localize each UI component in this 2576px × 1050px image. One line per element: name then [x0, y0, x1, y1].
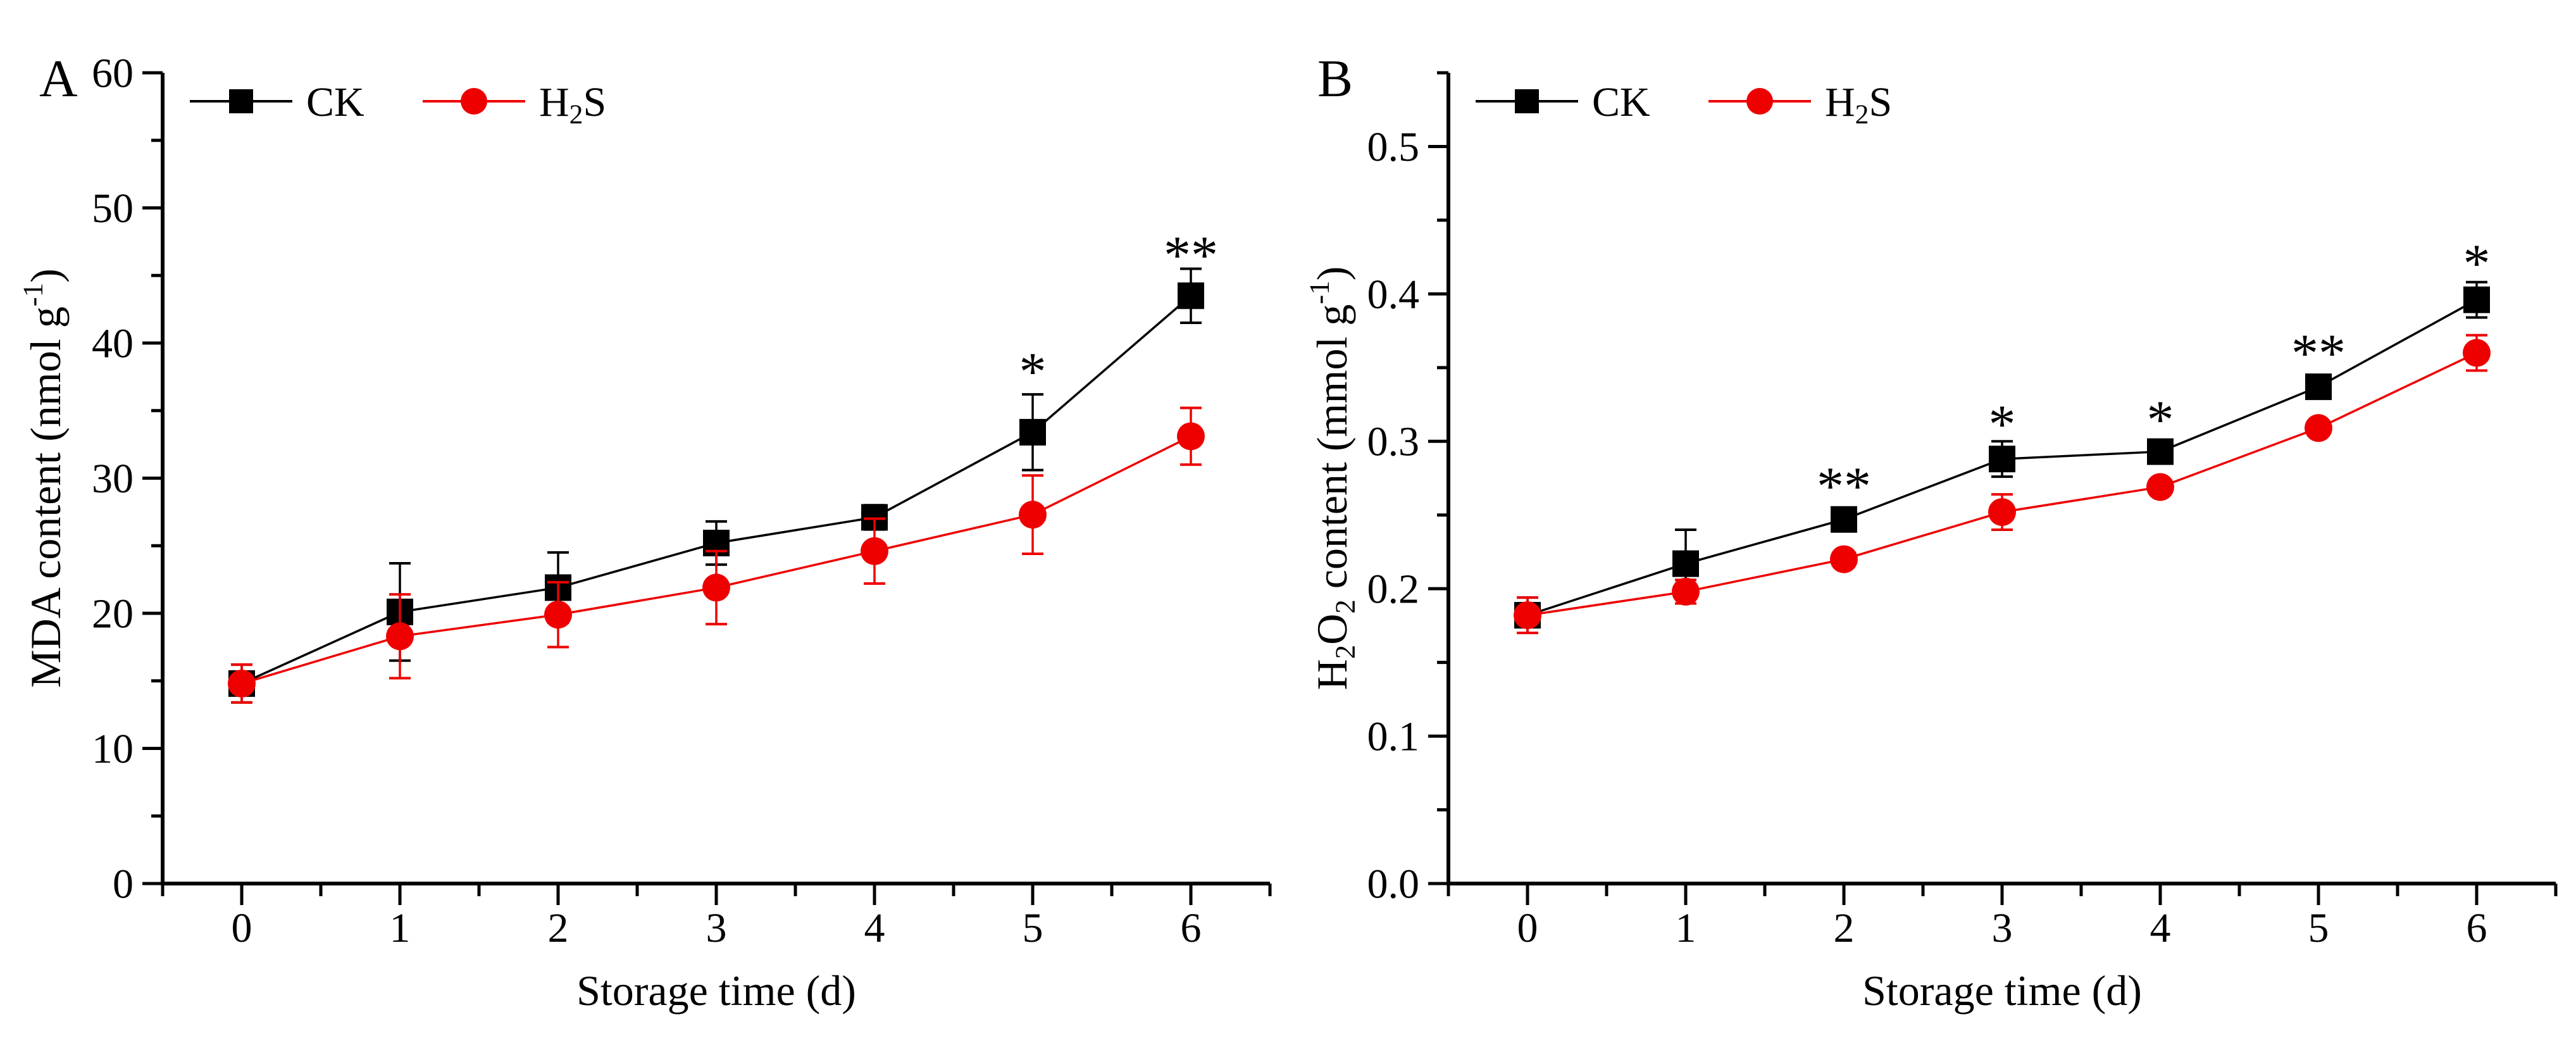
data-marker-circle	[544, 601, 572, 629]
x-tick-label: 3	[1992, 905, 2013, 951]
data-marker-circle	[1514, 601, 1541, 630]
legend-item-ck: CK	[190, 79, 364, 125]
legend-marker-square	[1515, 89, 1539, 113]
data-marker-square	[2305, 373, 2332, 401]
x-tick-label: 4	[2150, 905, 2171, 951]
data-marker-circle	[386, 622, 414, 651]
y-axis-ticks: 0 10 20 30 40 50 60	[92, 50, 163, 907]
y-tick-label: 50	[92, 185, 134, 232]
data-marker-circle	[1830, 545, 1858, 573]
legend-item-h2s: H2S	[1708, 79, 1892, 130]
data-marker-square	[2463, 286, 2490, 313]
x-axis-title: Storage time (d)	[576, 966, 856, 1015]
legend: CK H2S	[1476, 79, 1892, 130]
series-ck	[228, 267, 1204, 704]
y-tick-label: 0.4	[1367, 272, 1420, 318]
significance-asterisk: *	[1019, 341, 1047, 402]
significance-asterisk: *	[1989, 394, 2016, 454]
data-marker-square	[1672, 550, 1699, 577]
y-tick-label: 20	[92, 591, 134, 637]
legend-item-h2s: H2S	[423, 79, 606, 130]
data-marker-circle	[2146, 473, 2174, 501]
y-tick-label: 0.1	[1367, 714, 1420, 760]
data-marker-circle	[2463, 339, 2491, 367]
legend-marker-square	[229, 89, 253, 113]
x-axis-title: Storage time (d)	[1862, 966, 2142, 1015]
y-axis-title: H2O2 content (mmol g-1)	[1303, 266, 1360, 691]
data-marker-square	[1989, 446, 2015, 473]
significance-asterisk: *	[2463, 233, 2491, 294]
data-marker-circle	[702, 573, 730, 602]
y-tick-label: 0.5	[1367, 124, 1420, 170]
significance-asterisk: **	[1817, 456, 1871, 516]
axes-frame	[1447, 73, 2556, 885]
y-tick-label: 0	[113, 861, 134, 907]
y-axis-title: MDA content (nmol g-1)	[16, 268, 70, 688]
y-tick-label: 40	[92, 320, 134, 366]
y-tick-label: 0.0	[1367, 861, 1420, 907]
y-tick-label: 60	[92, 50, 134, 96]
y-tick-label: 10	[92, 726, 134, 772]
data-marker-square	[2147, 438, 2174, 465]
data-marker-circle	[228, 670, 256, 698]
data-marker-square	[1831, 506, 1857, 533]
panel-letter: A	[39, 49, 78, 108]
x-tick-label: 4	[864, 905, 885, 951]
legend-label: CK	[1592, 79, 1650, 125]
x-tick-label: 0	[232, 905, 252, 951]
x-tick-label: 0	[1517, 905, 1538, 951]
x-tick-label: 5	[1023, 905, 1043, 951]
data-marker-circle	[1019, 501, 1047, 529]
data-marker-circle	[861, 537, 888, 565]
data-marker-circle	[1988, 498, 2016, 527]
x-tick-label: 6	[1181, 905, 1202, 951]
data-marker-circle	[1177, 422, 1205, 451]
x-tick-label: 1	[1676, 905, 1696, 951]
legend: CK H2S	[190, 79, 606, 130]
legend-label: H2S	[539, 79, 606, 130]
series-line	[241, 294, 1192, 685]
x-tick-label: 6	[2467, 905, 2487, 951]
y-tick-label: 0.3	[1367, 419, 1420, 465]
panel-b: 0.00.10.20.30.40.50 1 2 3 4 5 6*** ****CK H2SSto…	[1303, 49, 2558, 1015]
data-marker-circle	[2305, 414, 2332, 442]
legend-label: H2S	[1825, 79, 1892, 130]
legend-label: CK	[306, 79, 364, 125]
series-h2s	[1514, 334, 2491, 635]
y-tick-label: 0.2	[1367, 566, 1420, 613]
x-tick-label: 2	[1834, 905, 1855, 951]
x-tick-label: 2	[548, 905, 569, 951]
legend-marker-circle	[1746, 88, 1773, 115]
data-marker-square	[1019, 418, 1046, 446]
series-h2s	[228, 406, 1205, 704]
x-tick-label: 3	[706, 905, 727, 951]
x-axis-ticks: 0 1 2 3 4 5 6	[1447, 884, 2558, 951]
y-tick-label: 30	[92, 456, 134, 502]
panel-letter: B	[1317, 49, 1353, 108]
legend-marker-circle	[461, 88, 487, 115]
legend-item-ck: CK	[1476, 79, 1650, 125]
series-line	[1527, 351, 2477, 616]
x-tick-label: 1	[390, 905, 411, 951]
significance-asterisk: **	[1164, 225, 1218, 285]
x-tick-label: 5	[2308, 905, 2329, 951]
data-marker-square	[1178, 282, 1204, 309]
x-axis-ticks: 0 1 2 3 4 5 6	[161, 884, 1272, 951]
significance-asterisk: **	[2291, 323, 2346, 384]
data-marker-circle	[1672, 577, 1700, 606]
y-axis-ticks: 0.0 0.1 0.2 0.3 0.4 0.5	[1367, 71, 1448, 907]
significance-asterisk: *	[2147, 389, 2174, 450]
